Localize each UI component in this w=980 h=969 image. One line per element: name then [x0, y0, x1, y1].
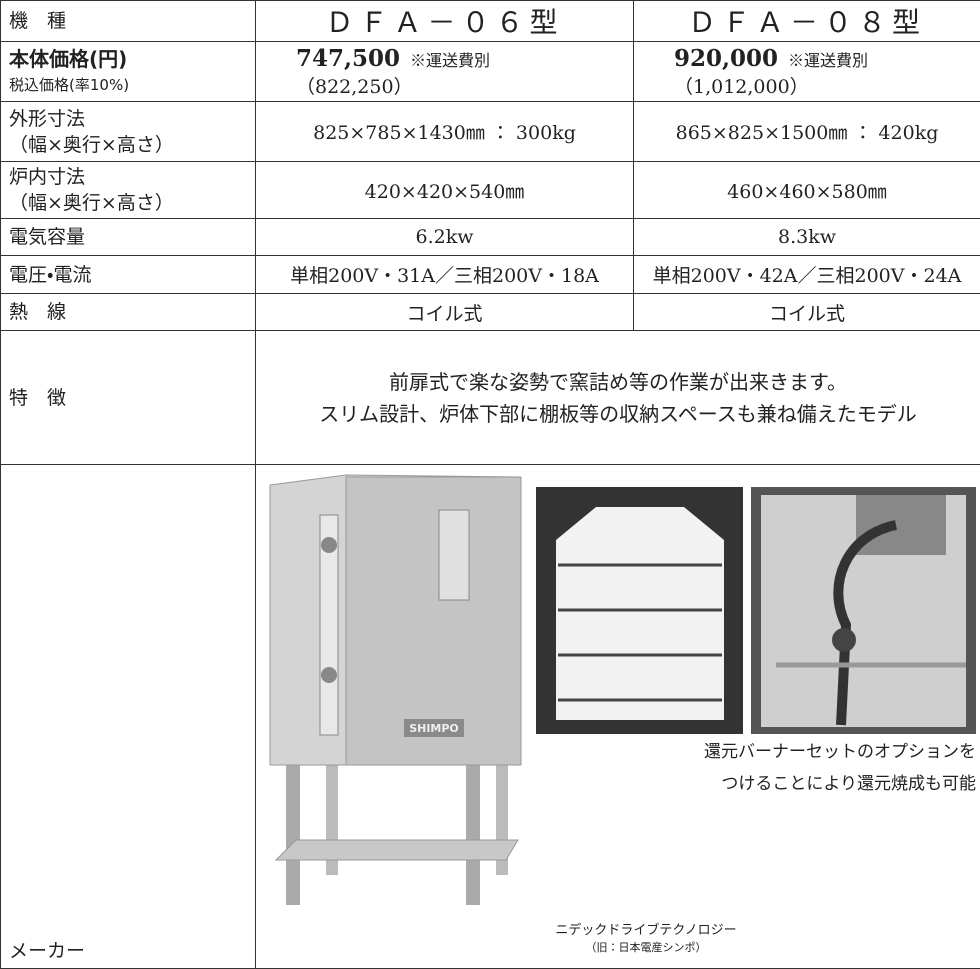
- burner-photo: [751, 487, 976, 734]
- spec-label: 電気容量: [9, 224, 247, 250]
- spec-row: 熱 線コイル式コイル式: [1, 294, 980, 331]
- spec-label-cell: 電気容量: [1, 219, 256, 256]
- feature-line: スリム設計、炉体下部に棚板等の収納スペースも兼ね備えたモデル: [264, 398, 972, 430]
- spec-value: 単相200V・31A／三相200V・18A: [256, 256, 634, 294]
- spec-value: 865×825×1500㎜ ： 420kg: [634, 102, 980, 162]
- tax-price: （822,250）: [296, 72, 625, 99]
- spec-value: コイル式: [634, 294, 980, 331]
- spec-label: 外形寸法: [9, 106, 247, 132]
- price-row: 本体価格(円) 税込価格(率10%) 747,500 ※運送費別 （822,250…: [1, 42, 980, 102]
- spec-value: 825×785×1430㎜ ： 300kg: [256, 102, 634, 162]
- spec-label: 電圧・電流: [9, 262, 247, 288]
- spec-value: 単相200V・42A／三相200V・24A: [634, 256, 980, 294]
- spec-label: 熱 線: [9, 299, 247, 325]
- burner-valve: [832, 628, 856, 652]
- logo: SHIMPO: [409, 722, 459, 735]
- features-row: 特 徴 前扉式で楽な姿勢で窯詰め等の作業が出来きます。 スリム設計、炉体下部に棚…: [1, 331, 980, 465]
- features-label: 特 徴: [1, 331, 256, 465]
- option-caption: 還元バーナーセットのオプションを: [704, 737, 976, 762]
- feature-line: 前扉式で楽な姿勢で窯詰め等の作業が出来きます。: [264, 366, 972, 398]
- price-label: 本体価格(円): [9, 46, 247, 72]
- spec-value: 420×420×540㎜: [256, 162, 634, 219]
- price-cell: 920,000 ※運送費別 （1,012,000）: [634, 42, 980, 102]
- price-cell: 747,500 ※運送費別 （822,250）: [256, 42, 634, 102]
- spec-label: （幅×奥行×高さ）: [9, 190, 247, 216]
- price-note: ※運送費別: [788, 51, 868, 70]
- spec-label: 炉内寸法: [9, 164, 247, 190]
- controller: [439, 510, 469, 600]
- leg: [286, 755, 300, 905]
- image-row: メーカー SHIMPO: [1, 465, 980, 969]
- chamber: [556, 507, 724, 720]
- maker-former: （旧：日本電産シンポ）: [536, 939, 756, 955]
- price-note: ※運送費別: [410, 51, 490, 70]
- spec-label-cell: 電圧・電流: [1, 256, 256, 294]
- price: 747,500: [296, 45, 400, 72]
- kiln-photo: SHIMPO: [270, 475, 521, 905]
- leg: [466, 755, 480, 905]
- spec-label: （幅×奥行×高さ）: [9, 132, 247, 158]
- maker-name: ニデックドライブテクノロジー: [536, 919, 756, 938]
- model-name: ＤＦＡ－０６型: [256, 1, 634, 42]
- spec-label-cell: 炉内寸法（幅×奥行×高さ）: [1, 162, 256, 219]
- spec-value: コイル式: [256, 294, 634, 331]
- interior-photo: [536, 487, 743, 734]
- price-sublabel: 税込価格(率10%): [9, 72, 247, 98]
- spec-value: 460×460×580㎜: [634, 162, 980, 219]
- product-images: SHIMPO: [256, 465, 980, 968]
- port: [856, 495, 946, 555]
- option-caption: つけることにより還元焼成も可能: [721, 769, 976, 794]
- tax-price: （1,012,000）: [674, 72, 972, 99]
- hinge: [321, 537, 337, 553]
- hinge: [321, 667, 337, 683]
- header-row: 機 種 ＤＦＡ－０６型 ＤＦＡ－０８型: [1, 1, 980, 42]
- price: 920,000: [674, 45, 778, 72]
- maker-label: メーカー: [1, 465, 256, 969]
- spec-value: 8.3kw: [634, 219, 980, 256]
- image-cell: SHIMPO 還元バ: [256, 465, 980, 969]
- features-cell: 前扉式で楽な姿勢で窯詰め等の作業が出来きます。 スリム設計、炉体下部に棚板等の収…: [256, 331, 980, 465]
- shelf: [276, 840, 518, 860]
- spec-value: 6.2kw: [256, 219, 634, 256]
- model-name: ＤＦＡ－０８型: [634, 1, 980, 42]
- price-label-cell: 本体価格(円) 税込価格(率10%): [1, 42, 256, 102]
- header-label: 機 種: [1, 1, 256, 42]
- spec-label-cell: 熱 線: [1, 294, 256, 331]
- spec-label-cell: 外形寸法（幅×奥行×高さ）: [1, 102, 256, 162]
